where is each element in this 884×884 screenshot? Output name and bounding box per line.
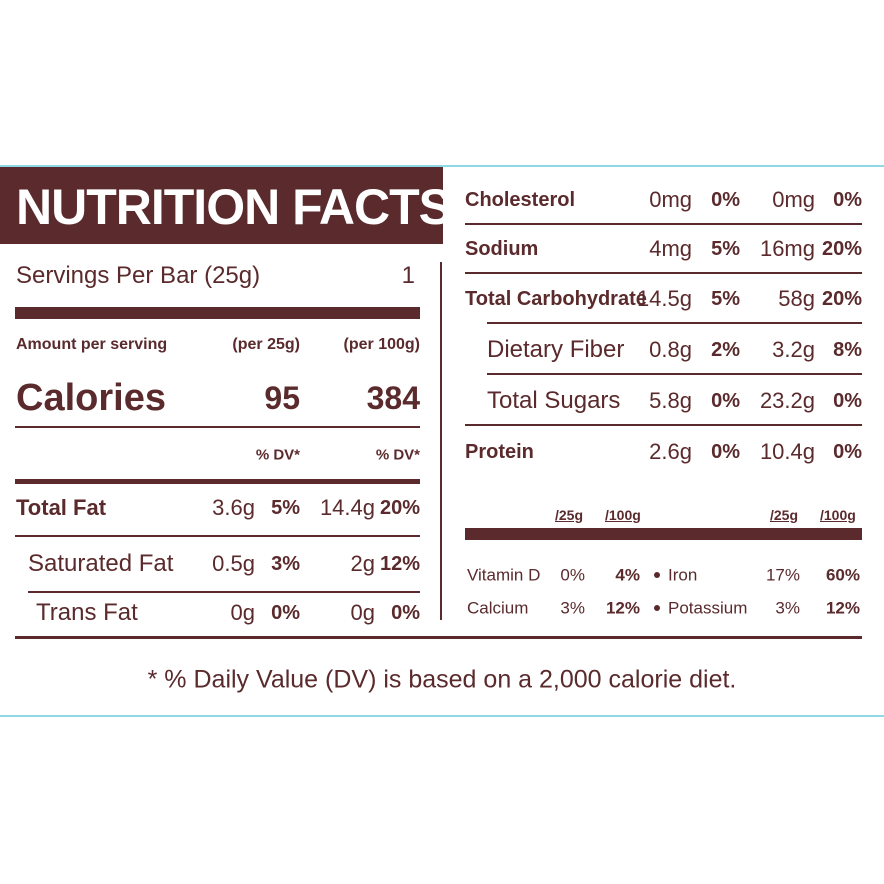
amount-100g: 10.4g <box>759 439 815 464</box>
vitamin-col-header: /100g <box>820 507 856 523</box>
rule <box>15 636 862 639</box>
amount-100g: 0mg <box>772 187 815 212</box>
dv-100g: 0% <box>833 441 862 463</box>
panel-top-border <box>0 165 884 167</box>
nutrient-name: Total Fat <box>16 495 107 520</box>
amount-100g: 2g <box>350 551 375 576</box>
rule <box>487 322 862 324</box>
rule <box>15 535 420 537</box>
calories-label: Calories <box>16 377 166 419</box>
dv-25g: 0% <box>711 390 740 412</box>
dv-25g: 0% <box>711 189 740 211</box>
vitamin-25g: 3% <box>560 598 585 618</box>
calories-col2: 384 <box>366 380 420 416</box>
nutrient-name: Cholesterol <box>465 189 576 211</box>
mineral-25g: 17% <box>765 565 800 585</box>
dv-header-col1: % DV* <box>255 446 300 464</box>
amount-label: Amount per serving <box>16 336 168 353</box>
mineral-100g: 60% <box>825 565 860 585</box>
amount-25g: 4mg <box>649 236 692 261</box>
rule <box>465 272 862 274</box>
amount-25g: 5.8g <box>649 388 692 413</box>
amount-25g: 0g <box>230 600 255 625</box>
nutrient-name: Protein <box>465 441 534 463</box>
mineral-name: Iron <box>668 565 698 585</box>
vitamin-col-header: /100g <box>605 507 641 523</box>
amount-100g: 14.4g <box>319 495 375 520</box>
vitamin-100g: 4% <box>615 565 640 585</box>
amount-25g: 2.6g <box>649 439 692 464</box>
dv-100g: 0% <box>391 602 420 624</box>
dv-25g: 5% <box>711 288 740 310</box>
amount-col1: (per 25g) <box>232 336 300 353</box>
amount-25g: 14.5g <box>636 286 692 311</box>
vitamin-name: Calcium <box>467 598 529 618</box>
mineral-100g: 12% <box>825 598 860 618</box>
dv-25g: 3% <box>271 553 300 575</box>
footnote: * % Daily Value (DV) is based on a 2,000… <box>147 665 737 694</box>
vitamin-name: Vitamin D <box>467 565 541 585</box>
rule <box>487 373 862 375</box>
vitamin-col-header: /25g <box>770 507 799 523</box>
bullet <box>654 572 660 578</box>
rule <box>15 426 420 428</box>
amount-100g: 16mg <box>759 236 815 261</box>
dv-100g: 20% <box>379 497 420 519</box>
dv-25g: 5% <box>711 238 740 260</box>
vitamin-25g: 0% <box>560 565 585 585</box>
nutrient-name: Total Sugars <box>487 387 621 414</box>
rule <box>440 262 442 620</box>
nutrient-name: Sodium <box>465 238 539 260</box>
title: NUTRITION FACTS <box>16 179 452 235</box>
rule <box>28 591 420 593</box>
vitamin-col-header: /25g <box>555 507 584 523</box>
nutrient-name: Total Carbohydrate <box>465 288 647 310</box>
servings-value: 1 <box>401 262 415 289</box>
nutrient-name: Trans Fat <box>36 599 138 626</box>
dv-header-col2: % DV* <box>375 446 420 464</box>
dv-25g: 2% <box>711 339 740 361</box>
amount-col2: (per 100g) <box>343 336 420 353</box>
dv-100g: 20% <box>821 238 862 260</box>
rule <box>15 479 420 484</box>
dv-100g: 0% <box>833 390 862 412</box>
rule <box>465 528 862 540</box>
amount-25g: 0.5g <box>212 551 255 576</box>
dv-25g: 0% <box>711 441 740 463</box>
mineral-25g: 3% <box>775 598 800 618</box>
mineral-name: Potassium <box>668 598 748 618</box>
amount-25g: 3.6g <box>212 495 255 520</box>
header-box <box>0 167 443 244</box>
calories-col1: 95 <box>264 380 300 416</box>
amount-100g: 0g <box>350 600 375 625</box>
servings-label: Servings Per Bar (25g) <box>16 262 261 289</box>
amount-25g: 0mg <box>649 187 692 212</box>
rule <box>465 223 862 225</box>
amount-100g: 58g <box>778 286 815 311</box>
rule <box>15 307 420 319</box>
dv-100g: 0% <box>833 189 862 211</box>
amount-100g: 23.2g <box>759 388 815 413</box>
dv-25g: 0% <box>271 602 300 624</box>
nutrient-name: Saturated Fat <box>28 550 174 577</box>
amount-25g: 0.8g <box>649 337 692 362</box>
vitamin-100g: 12% <box>605 598 640 618</box>
nutrient-name: Dietary Fiber <box>487 336 625 363</box>
amount-100g: 3.2g <box>772 337 815 362</box>
rule <box>465 424 862 426</box>
dv-25g: 5% <box>271 497 300 519</box>
dv-100g: 20% <box>821 288 862 310</box>
bullet <box>654 605 660 611</box>
dv-100g: 8% <box>833 339 862 361</box>
dv-100g: 12% <box>379 553 420 575</box>
panel-bottom-border <box>0 715 884 717</box>
